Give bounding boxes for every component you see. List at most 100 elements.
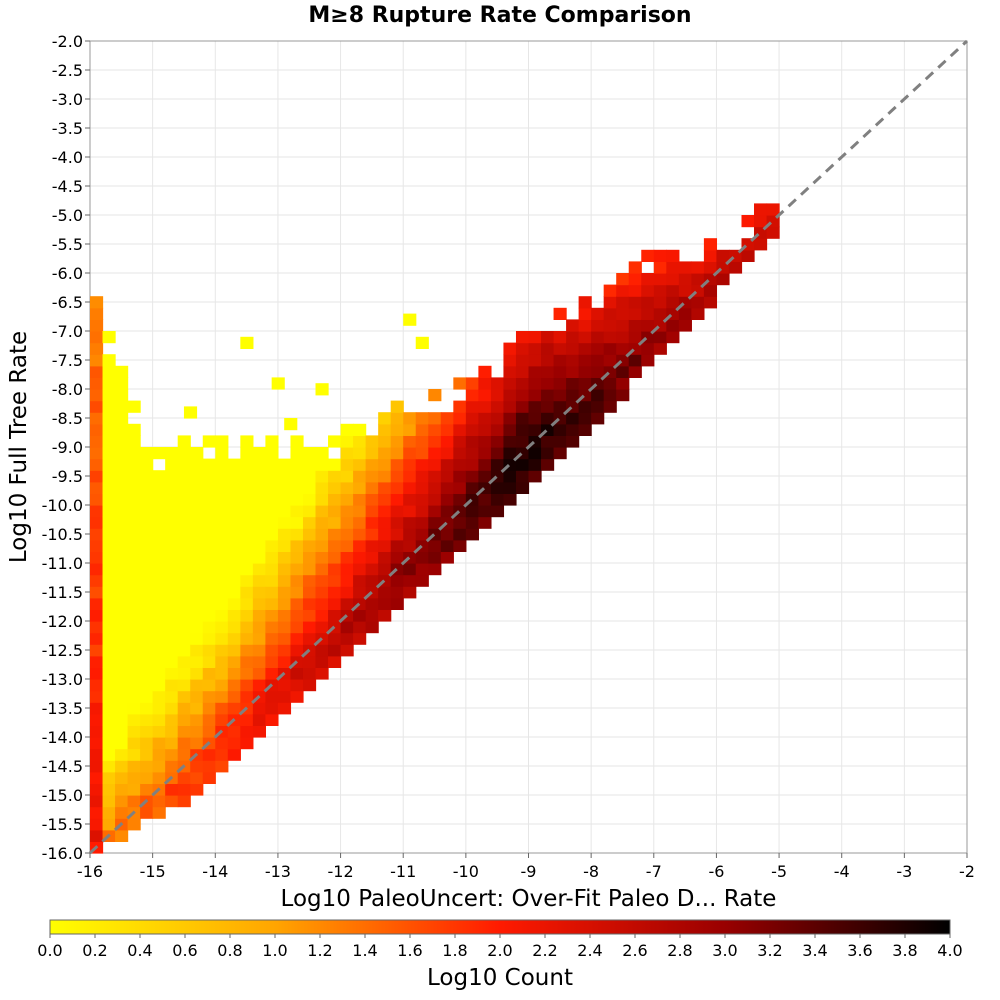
heatmap-cell [115,470,129,483]
heatmap-cell [440,481,454,494]
heatmap-cell [240,481,254,494]
heatmap-cell [566,365,580,378]
heatmap-cell [302,470,317,483]
heatmap-cell [302,632,317,645]
heatmap-cell [190,702,204,715]
heatmap-cell [503,365,517,378]
heatmap-cell [177,563,191,576]
heatmap-cell [328,435,342,448]
heatmap-cell [277,644,292,657]
heatmap-cell [102,621,116,634]
heatmap-cell [90,655,104,668]
heatmap-cell [102,377,116,390]
heatmap-cell [102,760,116,773]
heatmap-cell [428,563,442,576]
colorbar [49,919,951,935]
heatmap-cell [490,447,505,460]
heatmap-cell [353,586,367,599]
heatmap-cell [115,574,129,587]
heatmap-cell [628,296,642,309]
heatmap-cell [177,621,191,634]
heatmap-cell [165,621,179,634]
heatmap-cell [340,563,354,576]
heatmap-cell [678,273,692,286]
heatmap-cell [302,586,317,599]
heatmap-cell [115,795,129,808]
heatmap-cell [177,655,191,668]
heatmap-cell [90,539,104,552]
heatmap-cell [302,458,317,471]
heatmap-cell [465,458,479,471]
heatmap-cell [566,342,580,355]
heatmap-cell [152,609,166,622]
heatmap-cell [315,516,329,529]
heatmap-cell [290,632,304,645]
heatmap-cell [240,609,254,622]
heatmap-cell [403,516,417,529]
heatmap-cell [353,447,367,460]
heatmap-cell [290,539,304,552]
heatmap-cell [628,319,642,332]
heatmap-cell [440,528,454,541]
heatmap-cell [152,644,166,657]
heatmap-cell [541,435,555,448]
heatmap-cell [616,307,630,320]
heatmap-cell [553,307,567,320]
heatmap-cell [102,702,116,715]
heatmap-cell [353,528,367,541]
heatmap-cell [177,586,191,599]
heatmap-cell [115,493,129,506]
heatmap-cell [102,574,116,587]
heatmap-cell [115,667,129,680]
heatmap-cell [140,597,154,610]
heatmap-cell [252,679,266,692]
heatmap-cell [566,389,580,402]
heatmap-cell [766,226,780,239]
heatmap-cell [390,586,404,599]
heatmap-cell [353,435,367,448]
heatmap-cell [566,377,580,390]
heatmap-cell [127,748,141,761]
y-axis-ticks: -2.0 -2.5 -3.0 -3.5 -4.0 -4.5 -5.0 -5.5 -6.0 -6.5… [42,32,90,863]
heatmap-cell [653,307,667,320]
heatmap-cell [227,470,241,483]
heatmap-cell [302,679,317,692]
x-axis-label: Log10 PaleoUncert: Over-Fit Paleo D... R… [281,886,777,912]
heatmap-cell [102,470,116,483]
heatmap-cell [440,505,454,518]
heatmap-cell [177,690,191,703]
heatmap-cell [566,423,580,436]
heatmap-cell [127,563,141,576]
heatmap-cell [152,621,166,634]
heatmap-cell [302,505,317,518]
heatmap-cell [127,783,141,796]
heatmap-cell [140,574,154,587]
heatmap-cell [240,725,254,738]
heatmap-cell [127,423,141,436]
heatmap-cell [190,725,204,738]
heatmap-cell [127,690,141,703]
heatmap-cell [541,354,555,367]
heatmap-cell [190,655,204,668]
heatmap-cell [152,539,166,552]
heatmap-cell [591,400,605,413]
heatmap-cell [102,818,116,831]
heatmap-cell [127,609,141,622]
heatmap-cell [515,331,530,344]
heatmap-cell [165,528,179,541]
heatmap-cell [102,690,116,703]
heatmap-cell [390,400,404,413]
heatmap-cell [328,586,342,599]
heatmap-cell [290,551,304,564]
heatmap-cell [703,296,718,309]
heatmap-cell [340,551,354,564]
heatmap-cell [290,563,304,576]
heatmap-cell [578,307,592,320]
heatmap-cell [616,331,630,344]
heatmap-cell [265,597,279,610]
heatmap-cell [90,481,104,494]
y-tick-label: -8.5 [52,409,83,428]
heatmap-cell [165,447,179,460]
x-tick-label: -10 [453,862,479,881]
heatmap-cell [90,621,104,634]
